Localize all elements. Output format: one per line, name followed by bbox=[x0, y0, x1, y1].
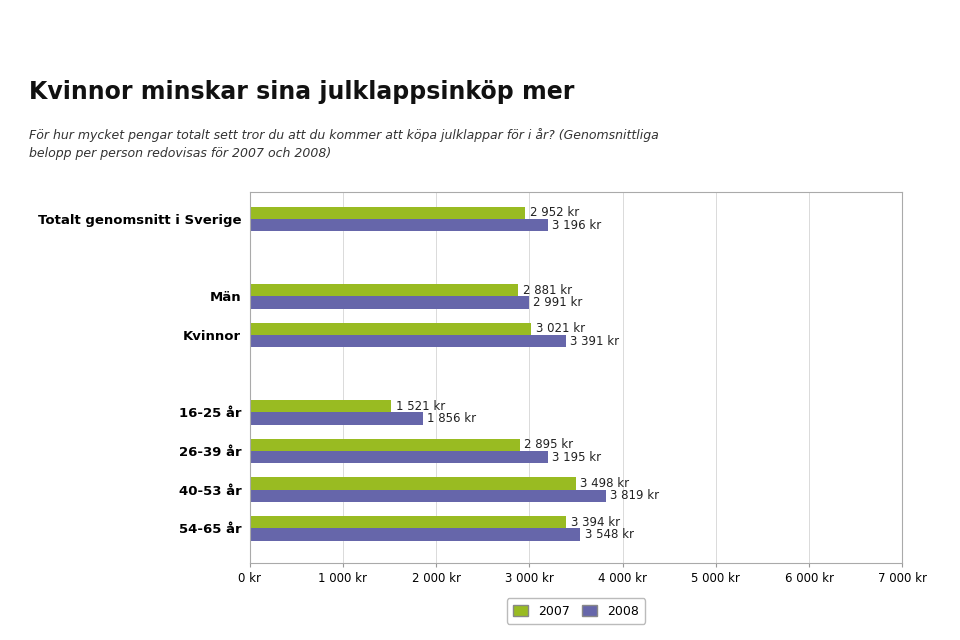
Bar bbox=[250, 438, 519, 451]
Bar bbox=[250, 284, 518, 296]
Text: 2 952 kr: 2 952 kr bbox=[530, 206, 579, 220]
Bar bbox=[250, 219, 547, 232]
Bar bbox=[250, 207, 525, 219]
Text: För hur mycket pengar totalt sett tror du att du kommer att köpa julklappar för : För hur mycket pengar totalt sett tror d… bbox=[29, 128, 659, 160]
Bar bbox=[250, 412, 422, 425]
Text: Nordea: Nordea bbox=[34, 20, 147, 47]
Bar bbox=[250, 516, 566, 529]
Bar bbox=[250, 296, 529, 308]
Text: 2 895 kr: 2 895 kr bbox=[524, 438, 573, 451]
Text: 2 991 kr: 2 991 kr bbox=[533, 296, 583, 309]
Text: 3 391 kr: 3 391 kr bbox=[570, 335, 619, 348]
Text: 3 498 kr: 3 498 kr bbox=[581, 477, 630, 490]
Text: Kvinnor minskar sina julklappsinköp mer: Kvinnor minskar sina julklappsinköp mer bbox=[29, 80, 574, 104]
Text: 1 521 kr: 1 521 kr bbox=[396, 400, 445, 413]
Text: 2 881 kr: 2 881 kr bbox=[523, 284, 572, 297]
Text: 3 021 kr: 3 021 kr bbox=[536, 323, 585, 335]
Bar bbox=[250, 323, 531, 335]
Text: 3 196 kr: 3 196 kr bbox=[552, 219, 602, 232]
Text: 3 394 kr: 3 394 kr bbox=[571, 516, 620, 529]
Text: 3 819 kr: 3 819 kr bbox=[611, 490, 660, 502]
Bar bbox=[250, 529, 581, 541]
Text: 3 548 kr: 3 548 kr bbox=[586, 528, 635, 541]
Bar bbox=[250, 400, 392, 412]
Bar bbox=[250, 451, 547, 463]
Bar bbox=[250, 335, 565, 348]
Text: 1 856 kr: 1 856 kr bbox=[427, 412, 476, 425]
Bar bbox=[250, 477, 576, 490]
Bar bbox=[250, 490, 606, 502]
Legend: 2007, 2008: 2007, 2008 bbox=[507, 598, 645, 624]
Text: 3 195 kr: 3 195 kr bbox=[552, 451, 601, 464]
